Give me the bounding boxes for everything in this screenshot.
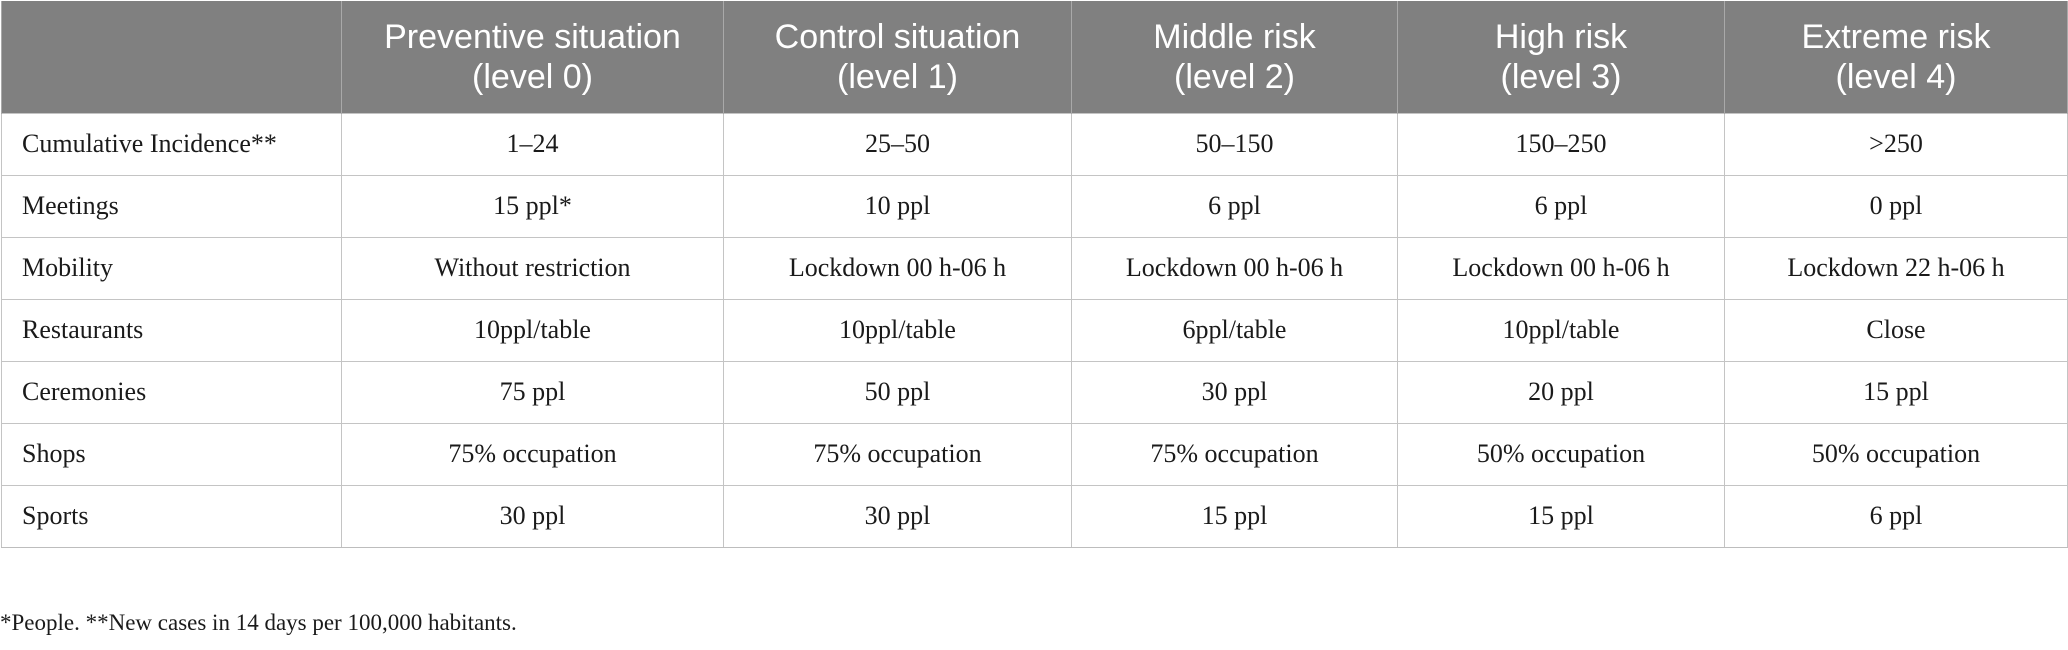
row-label: Meetings xyxy=(1,174,342,238)
risk-level-table: Preventive situation (level 0) Control s… xyxy=(1,1,2068,548)
header-level-4-subtitle: (level 4) xyxy=(1835,57,1957,96)
header-row: Preventive situation (level 0) Control s… xyxy=(1,1,2068,113)
header-level-3: High risk (level 3) xyxy=(1397,1,1725,113)
table-cell: 75% occupation xyxy=(341,422,724,486)
header-level-4: Extreme risk (level 4) xyxy=(1724,1,2068,113)
table-cell: 15 ppl xyxy=(1397,484,1725,548)
header-level-1-subtitle: (level 1) xyxy=(837,57,958,96)
table-cell: 30 ppl xyxy=(723,484,1072,548)
table-cell: Lockdown 00 h-06 h xyxy=(1397,236,1725,300)
table-cell: 1–24 xyxy=(341,112,724,176)
header-level-2-subtitle: (level 2) xyxy=(1174,57,1295,96)
table-cell: 6 ppl xyxy=(1724,484,2068,548)
table-cell: 15 ppl xyxy=(1071,484,1398,548)
table-cell: 15 ppl* xyxy=(341,174,724,238)
risk-level-table-container: Preventive situation (level 0) Control s… xyxy=(1,1,2068,548)
table-row-mobility: Mobility Without restriction Lockdown 00… xyxy=(1,236,2068,300)
table-row-restaurants: Restaurants 10ppl/table 10ppl/table 6ppl… xyxy=(1,298,2068,362)
table-cell: 6 ppl xyxy=(1071,174,1398,238)
header-level-1: Control situation (level 1) xyxy=(723,1,1072,113)
table-row-meetings: Meetings 15 ppl* 10 ppl 6 ppl 6 ppl 0 pp… xyxy=(1,174,2068,238)
table-row-ceremonies: Ceremonies 75 ppl 50 ppl 30 ppl 20 ppl 1… xyxy=(1,360,2068,424)
table-cell: Lockdown 22 h-06 h xyxy=(1724,236,2068,300)
table-cell: Close xyxy=(1724,298,2068,362)
row-label: Sports xyxy=(1,484,342,548)
header-level-0-title: Preventive situation xyxy=(384,17,681,56)
table-cell: 50% occupation xyxy=(1397,422,1725,486)
table-cell: 10ppl/table xyxy=(1397,298,1725,362)
table-cell: 50 ppl xyxy=(723,360,1072,424)
table-cell: 10ppl/table xyxy=(723,298,1072,362)
row-label: Cumulative Incidence** xyxy=(1,112,342,176)
table-cell: 50% occupation xyxy=(1724,422,2068,486)
table-row-shops: Shops 75% occupation 75% occupation 75% … xyxy=(1,422,2068,486)
header-level-2: Middle risk (level 2) xyxy=(1071,1,1398,113)
table-cell: 75% occupation xyxy=(723,422,1072,486)
table-cell: 25–50 xyxy=(723,112,1072,176)
table-cell: 50–150 xyxy=(1071,112,1398,176)
table-footnote: *People. **New cases in 14 days per 100,… xyxy=(0,610,517,635)
table-cell: 20 ppl xyxy=(1397,360,1725,424)
table-cell: 6 ppl xyxy=(1397,174,1725,238)
table-cell: >250 xyxy=(1724,112,2068,176)
table-row-sports: Sports 30 ppl 30 ppl 15 ppl 15 ppl 6 ppl xyxy=(1,484,2068,548)
table-cell: Lockdown 00 h-06 h xyxy=(1071,236,1398,300)
table-cell: 10ppl/table xyxy=(341,298,724,362)
table-cell: Lockdown 00 h-06 h xyxy=(723,236,1072,300)
table-cell: 6ppl/table xyxy=(1071,298,1398,362)
table-cell: 15 ppl xyxy=(1724,360,2068,424)
row-label: Ceremonies xyxy=(1,360,342,424)
table-row-cumulative-incidence: Cumulative Incidence** 1–24 25–50 50–150… xyxy=(1,112,2068,176)
header-level-4-title: Extreme risk xyxy=(1801,17,1991,56)
table-cell: 0 ppl xyxy=(1724,174,2068,238)
header-level-3-title: High risk xyxy=(1494,17,1628,56)
table-cell: 75% occupation xyxy=(1071,422,1398,486)
header-level-2-title: Middle risk xyxy=(1153,17,1316,56)
table-cell: 30 ppl xyxy=(1071,360,1398,424)
header-level-1-title: Control situation xyxy=(774,17,1021,56)
row-label: Restaurants xyxy=(1,298,342,362)
table-cell: Without restriction xyxy=(341,236,724,300)
row-label: Mobility xyxy=(1,236,342,300)
header-level-0-subtitle: (level 0) xyxy=(472,57,593,96)
header-level-0: Preventive situation (level 0) xyxy=(341,1,724,113)
table-cell: 75 ppl xyxy=(341,360,724,424)
row-label: Shops xyxy=(1,422,342,486)
header-corner-cell xyxy=(1,1,342,113)
table-cell: 10 ppl xyxy=(723,174,1072,238)
table-cell: 150–250 xyxy=(1397,112,1725,176)
table-cell: 30 ppl xyxy=(341,484,724,548)
header-level-3-subtitle: (level 3) xyxy=(1500,57,1622,96)
